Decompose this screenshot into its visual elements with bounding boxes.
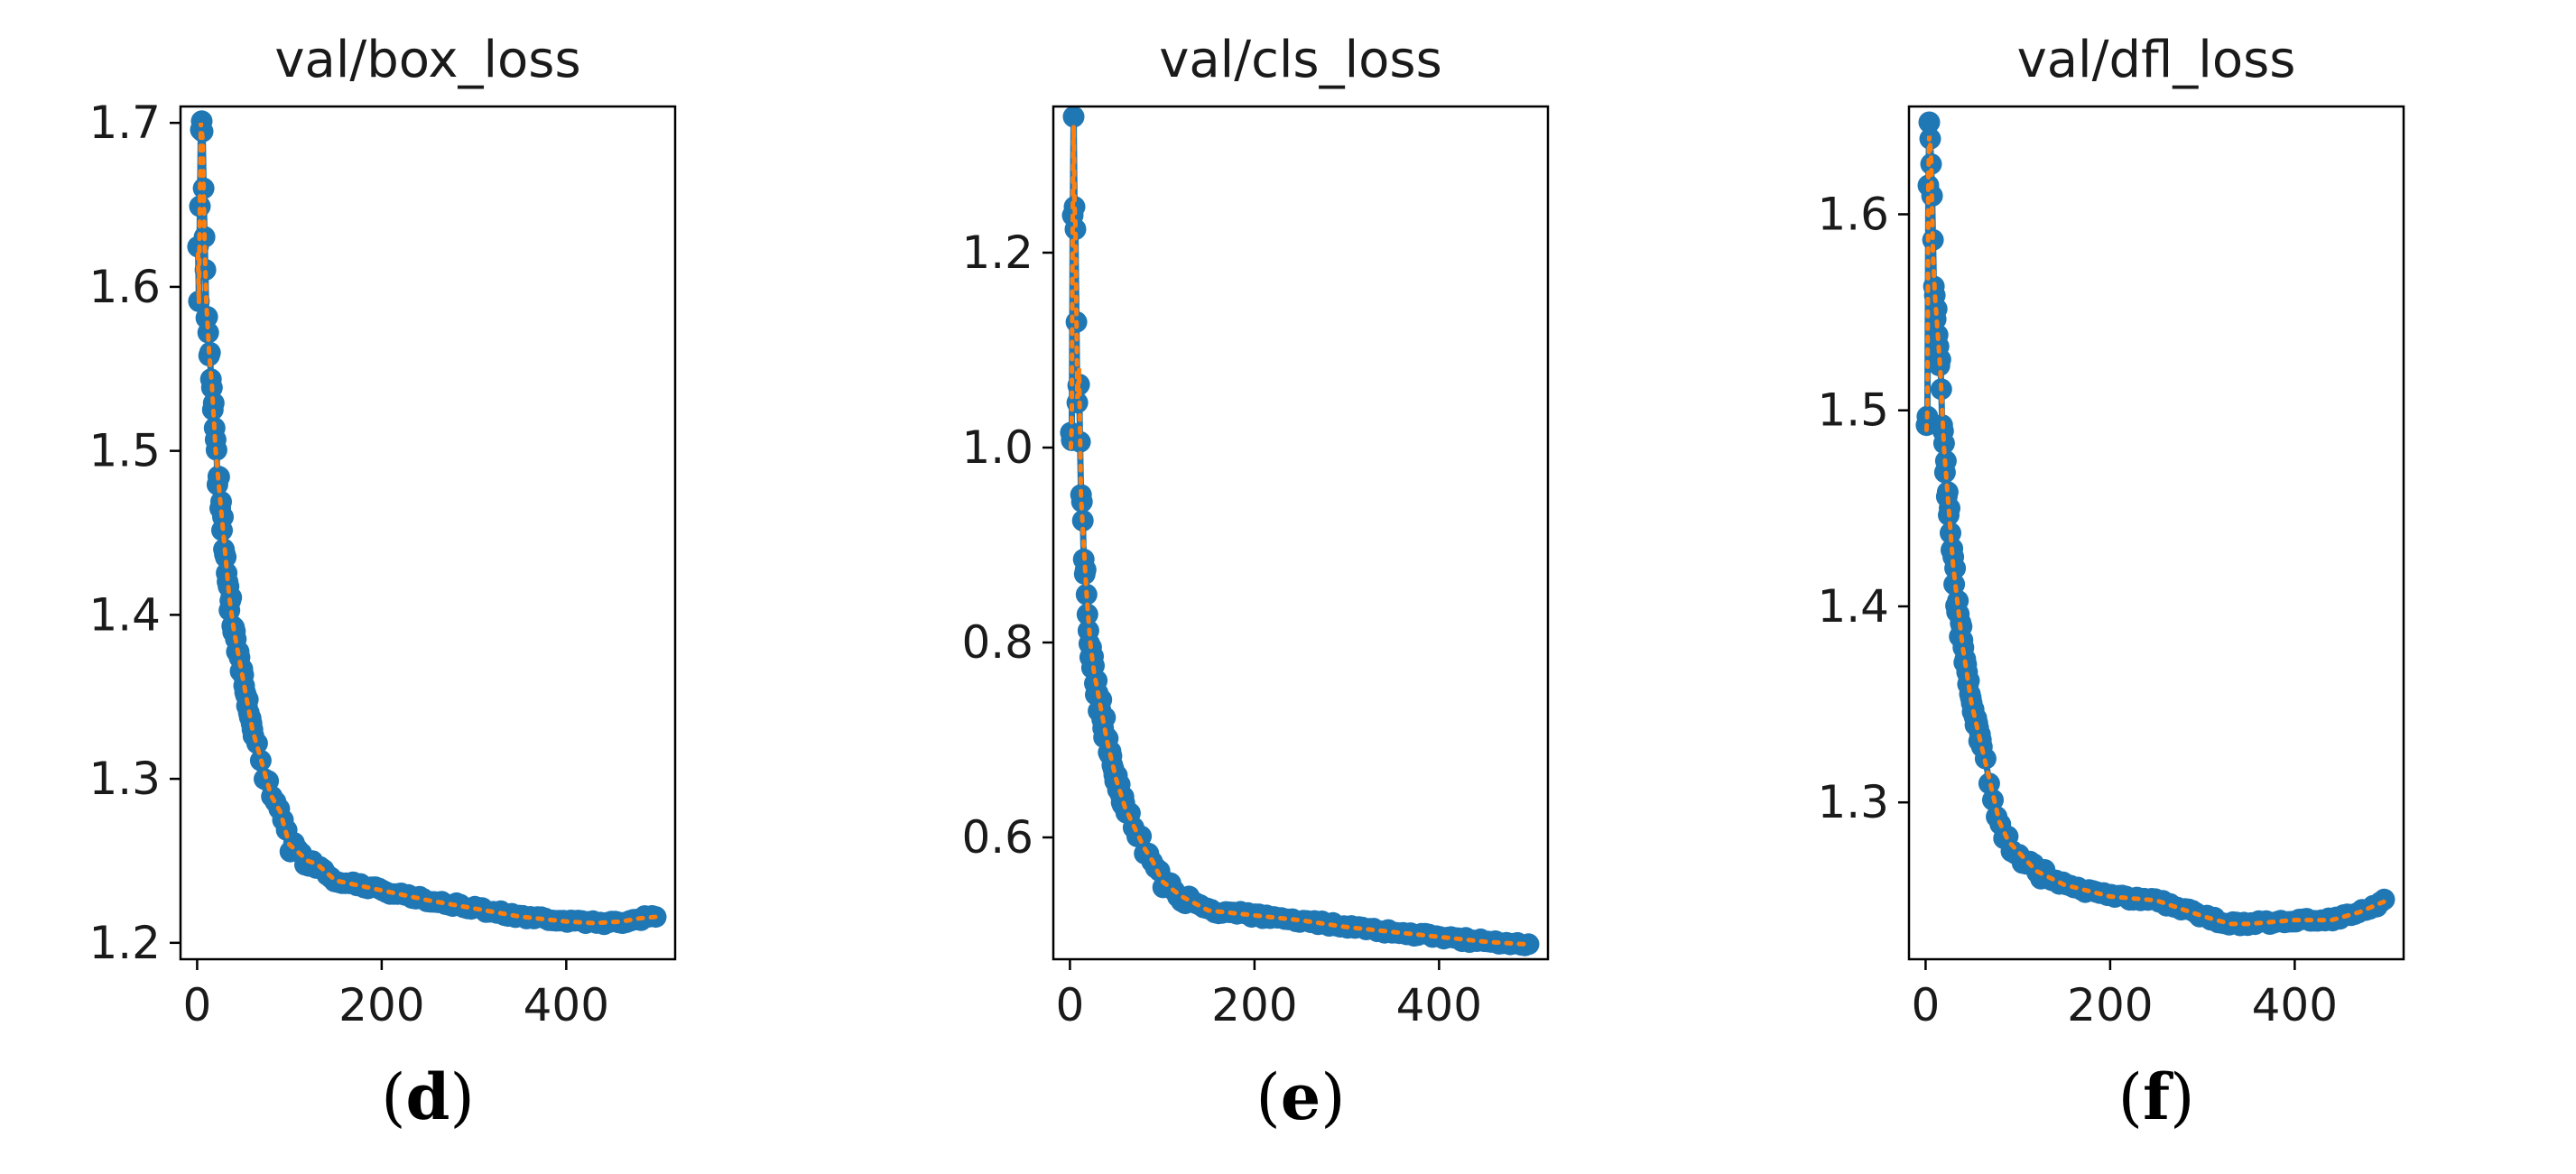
- panel-caption-letter: f: [2143, 1059, 2173, 1134]
- data-point: [1062, 106, 1085, 128]
- panel-caption: (d): [381, 1059, 475, 1134]
- smooth-line: [1923, 135, 2390, 927]
- data-point: [1932, 432, 1955, 455]
- y-tick-label: 1.0: [961, 421, 1033, 474]
- axes-frame: [1907, 105, 2405, 961]
- x-tick-label: 0: [1911, 979, 1940, 1031]
- data-point: [1939, 497, 1960, 520]
- chart-title: val/cls_loss: [1159, 31, 1442, 89]
- data-point: [1944, 557, 1967, 579]
- y-tick-label: 1.7: [88, 97, 161, 149]
- y-tick-label: 1.2: [88, 917, 161, 969]
- x-tick-label: 200: [2067, 979, 2153, 1031]
- chart-panel-d: val/box_loss 1.2 1.3 1.4 1.5 1.6 1.7 0 200 400 (d): [88, 31, 677, 1134]
- y-tick-label: 0.6: [961, 811, 1033, 864]
- axes-frame: [179, 105, 677, 961]
- data-point: [1918, 111, 1941, 134]
- data-point: [1064, 218, 1087, 240]
- data-point: [246, 732, 268, 754]
- smooth-line: [195, 122, 662, 926]
- x-tick-label: 400: [1396, 979, 1482, 1031]
- results-markers: [1060, 106, 1540, 957]
- chart-panel-e: val/cls_loss 0.6 0.8 1.0 1.2 0 200 400 (e): [961, 31, 1550, 1134]
- y-tick-label: 1.5: [88, 425, 161, 477]
- y-tick-label: 1.4: [1817, 580, 1889, 633]
- chart-title: val/dfl_loss: [2017, 31, 2296, 89]
- data-point: [1943, 573, 1966, 596]
- data-point: [2373, 888, 2395, 911]
- panel-caption-letter: d: [406, 1059, 450, 1134]
- y-tick-label: 1.5: [1817, 384, 1889, 437]
- axes-frame: [1052, 105, 1550, 961]
- y-tick-label: 1.2: [961, 226, 1033, 279]
- y-tick-label: 1.3: [1817, 776, 1889, 828]
- data-point: [220, 587, 243, 609]
- results-markers: [1915, 111, 2395, 937]
- x-tick-label: 400: [524, 979, 609, 1031]
- y-tick-label: 1.6: [88, 261, 161, 313]
- panel-caption-letter: e: [1281, 1059, 1321, 1134]
- y-tick-label: 0.8: [961, 616, 1033, 669]
- results-markers: [187, 110, 667, 936]
- data-point: [197, 321, 219, 344]
- data-point: [1517, 933, 1540, 956]
- data-point: [215, 546, 237, 569]
- data-point: [1978, 772, 2000, 795]
- data-point: [1076, 603, 1098, 625]
- x-tick-label: 200: [338, 979, 424, 1031]
- data-point: [1940, 522, 1961, 544]
- chart-panel-f: val/dfl_loss 1.3 1.4 1.5 1.6 0 200 400 (f): [1817, 31, 2405, 1134]
- data-point: [1094, 707, 1117, 729]
- x-tick-label: 0: [1055, 979, 1084, 1031]
- x-tick-label: 0: [182, 979, 211, 1031]
- panel-caption: (e): [1256, 1059, 1345, 1134]
- y-tick-label: 1.3: [88, 753, 161, 805]
- chart-title: val/box_loss: [274, 31, 580, 89]
- panel-caption: (f): [2118, 1059, 2195, 1134]
- x-tick-label: 400: [2252, 979, 2338, 1031]
- data-point: [196, 306, 218, 328]
- smooth-line: [1068, 125, 1534, 948]
- y-tick-label: 1.4: [88, 588, 161, 641]
- y-tick-label: 1.6: [1817, 188, 1889, 240]
- x-tick-label: 200: [1211, 979, 1297, 1031]
